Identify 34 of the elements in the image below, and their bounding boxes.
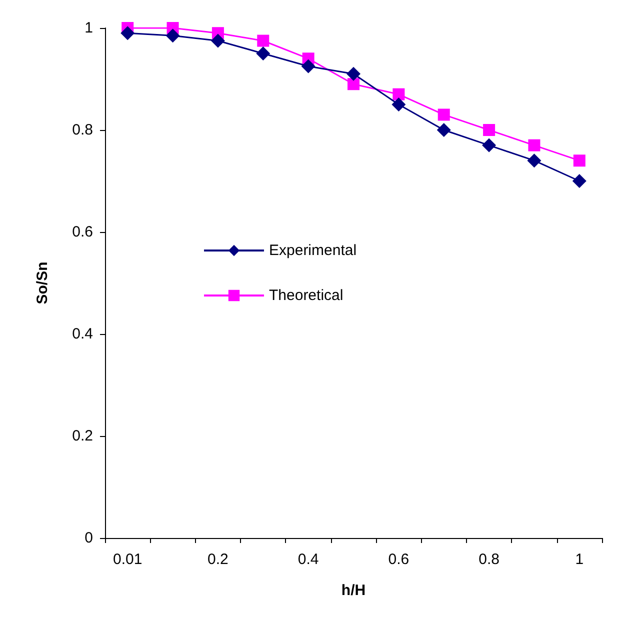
x-tick-label: 0.01 [112, 551, 142, 568]
x-axis-title: h/H [341, 582, 366, 599]
x-tick-label: 0.6 [388, 551, 410, 568]
point [256, 46, 270, 60]
point [301, 59, 316, 74]
y-tick-label: 1 [84, 20, 93, 36]
point [210, 34, 225, 48]
y-tick-label: 0.6 [72, 224, 93, 240]
point [572, 174, 586, 188]
y-tick-label: 0.8 [72, 122, 93, 138]
point [573, 154, 586, 167]
point [346, 66, 360, 81]
legend-label: Experimental [269, 242, 357, 259]
point [438, 108, 450, 121]
point [166, 28, 180, 43]
y-axis-title: So/Sn [34, 262, 51, 304]
point [483, 124, 496, 136]
point [436, 123, 451, 137]
point [392, 98, 406, 112]
y-tick-label: 0.4 [72, 326, 93, 342]
x-tick-label: 1 [575, 551, 584, 568]
x-tick-label: 0.2 [208, 551, 228, 568]
point [120, 26, 135, 40]
y-tick-label: 0 [84, 530, 93, 546]
point [482, 138, 496, 152]
x-tick-label: 0.8 [478, 551, 500, 568]
x-tick-label: 0.4 [298, 551, 319, 568]
legend-label: Theoretical [269, 287, 344, 304]
y-tick-label: 0.2 [72, 428, 93, 444]
point [528, 139, 540, 152]
point [527, 154, 542, 168]
point [348, 78, 360, 90]
point [257, 34, 270, 47]
point [392, 88, 405, 100]
